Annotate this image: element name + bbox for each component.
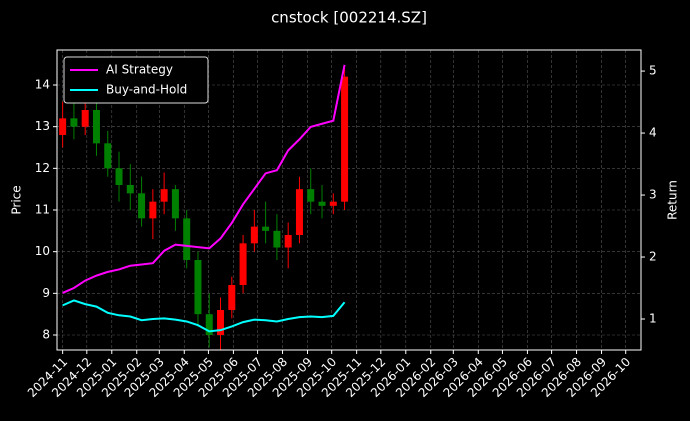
candle-body: [138, 193, 146, 219]
candle-body: [239, 243, 247, 285]
y-tick-label: 12: [35, 161, 50, 175]
legend-box: [63, 56, 209, 104]
candle-body: [273, 230, 281, 248]
candle-body: [262, 226, 270, 231]
candle-body: [329, 201, 337, 206]
candle-body: [160, 189, 168, 202]
candle-body: [217, 310, 225, 335]
candle-body: [115, 168, 123, 185]
y-tick-label: 11: [35, 203, 50, 217]
chart-title: cnstock [002214.SZ]: [271, 9, 427, 27]
y2-axis-label: Return: [666, 180, 680, 220]
candle-body: [307, 189, 315, 202]
candle-body: [318, 201, 326, 206]
y-tick-label: 9: [42, 286, 50, 300]
y2-tick-label: 5: [649, 64, 657, 78]
y-tick-label: 8: [42, 328, 50, 342]
candle-body: [126, 185, 134, 194]
candle-body: [81, 110, 89, 127]
return-line: [62, 64, 346, 294]
candle-body: [183, 218, 191, 260]
y2-tick-label: 2: [649, 250, 657, 264]
candle-body: [228, 285, 236, 310]
y-tick-label: 14: [35, 78, 50, 92]
legend-label: Buy-and-Hold: [106, 83, 187, 97]
candle-body: [194, 260, 202, 315]
candle-body: [92, 110, 100, 144]
y2-tick-label: 4: [649, 126, 657, 140]
candle-body: [250, 226, 258, 244]
plot-area: [59, 64, 349, 350]
y-tick-label: 10: [35, 244, 50, 258]
candle-body: [284, 235, 292, 248]
return-line: [62, 299, 346, 333]
y-axis-label: Price: [10, 185, 24, 214]
legend-label: AI Strategy: [106, 63, 173, 77]
candle-body: [70, 118, 78, 127]
candle-body: [171, 189, 179, 219]
y-tick-label: 13: [35, 119, 50, 133]
y2-tick-label: 3: [649, 188, 657, 202]
plot-frame: [56, 49, 642, 351]
candle-body: [295, 189, 303, 235]
y2-tick-label: 1: [649, 312, 657, 326]
candle-body: [104, 143, 112, 169]
candle-body: [341, 76, 349, 202]
candle-body: [59, 118, 67, 135]
candle-body: [149, 201, 157, 219]
candle-body: [205, 314, 213, 335]
